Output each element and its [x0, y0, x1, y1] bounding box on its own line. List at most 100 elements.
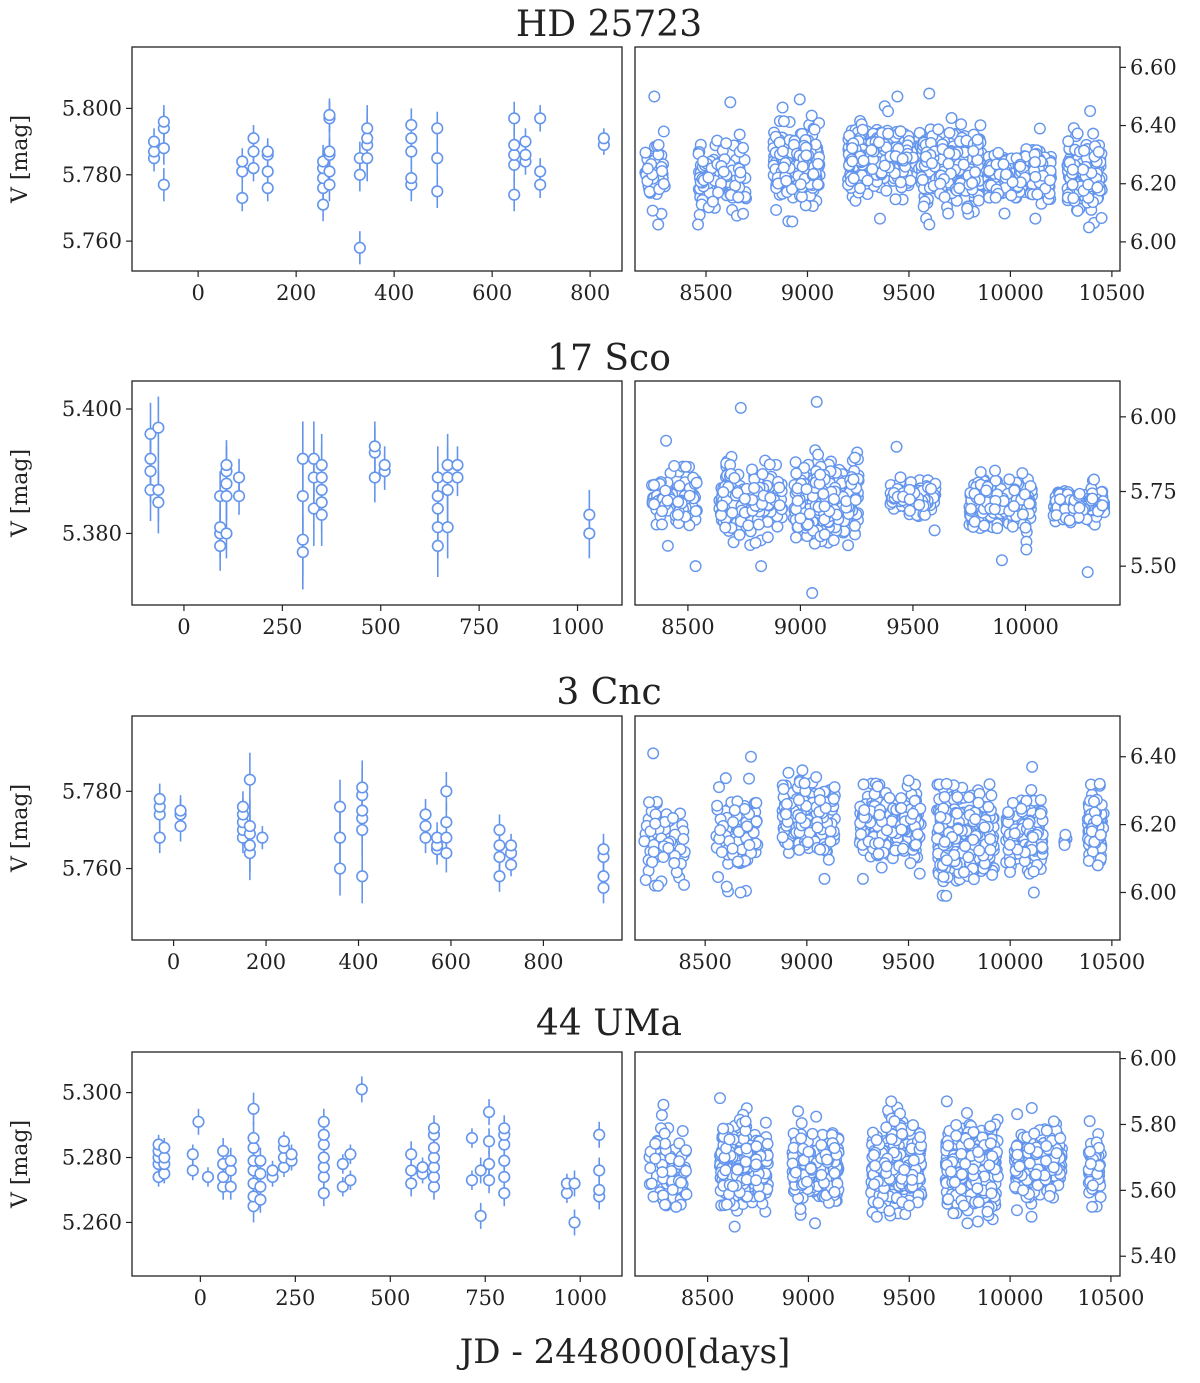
data-point	[649, 817, 662, 830]
data-point	[902, 774, 915, 787]
data-point	[720, 137, 733, 150]
data-point	[508, 158, 521, 171]
data-point	[776, 101, 789, 114]
data-point	[440, 831, 453, 844]
data-point	[737, 207, 750, 220]
data-point	[872, 847, 885, 860]
data-point	[951, 807, 964, 820]
data-point	[405, 145, 418, 158]
data-point	[1029, 170, 1042, 183]
right-y-tick-label: 6.00	[1130, 1047, 1177, 1071]
data-point	[932, 123, 945, 136]
data-point	[746, 463, 759, 476]
data-point	[1019, 521, 1032, 534]
data-point	[1000, 168, 1013, 181]
data-point	[405, 118, 418, 132]
data-point	[1028, 156, 1041, 169]
left-x-tick-label: 500	[370, 1286, 410, 1310]
data-point	[1077, 163, 1090, 176]
data-point	[989, 191, 1002, 204]
data-point	[895, 792, 908, 805]
data-point	[431, 521, 444, 534]
data-point	[323, 145, 336, 158]
data-point	[660, 434, 673, 447]
data-point	[1071, 204, 1084, 217]
data-point	[706, 195, 719, 208]
data-point	[405, 1177, 418, 1190]
data-point	[1036, 841, 1049, 854]
data-point	[247, 1131, 260, 1145]
data-point	[493, 870, 506, 883]
data-point	[878, 159, 891, 172]
data-point	[803, 507, 816, 520]
data-point	[1034, 794, 1047, 807]
data-point	[978, 821, 991, 834]
data-point	[431, 122, 444, 135]
data-point	[498, 1170, 511, 1184]
right-x-tick-label: 10500	[1078, 281, 1145, 305]
right-y-tick-label: 6.00	[1130, 880, 1177, 904]
data-point	[315, 483, 328, 496]
data-point	[982, 800, 995, 813]
data-point	[482, 1174, 496, 1187]
data-point	[649, 1152, 662, 1165]
data-point	[894, 471, 907, 484]
data-point	[659, 1137, 672, 1150]
data-point	[261, 145, 274, 158]
data-point	[983, 778, 996, 791]
data-point	[828, 493, 841, 506]
data-point	[1029, 212, 1042, 225]
data-point	[693, 208, 706, 221]
data-point	[344, 1174, 357, 1187]
data-point	[247, 132, 260, 145]
data-point	[998, 207, 1011, 220]
data-point	[583, 527, 596, 540]
data-point	[652, 218, 665, 231]
left-x-tick-label: 0	[167, 950, 180, 974]
left-x-tick-label: 800	[523, 950, 563, 974]
data-point	[814, 843, 827, 856]
data-point	[672, 495, 685, 508]
right-x-tick-label: 9500	[886, 615, 939, 639]
data-point	[659, 484, 672, 497]
left-x-tick-label: 750	[465, 1286, 505, 1310]
data-point	[882, 105, 895, 118]
data-point	[661, 539, 674, 552]
left-x-tick-label: 600	[472, 281, 512, 305]
data-point	[800, 149, 813, 162]
data-point	[224, 1180, 237, 1193]
data-point	[801, 836, 814, 849]
left-panel-frame	[131, 715, 623, 941]
right-x-tick-label: 8500	[679, 281, 732, 305]
data-point	[1062, 135, 1075, 148]
data-point	[647, 1190, 660, 1203]
right-y-tick-label: 6.40	[1130, 114, 1177, 138]
data-point	[261, 165, 274, 178]
data-point	[940, 854, 953, 867]
data-point	[891, 90, 904, 103]
data-point	[715, 846, 728, 859]
data-point	[777, 115, 790, 128]
data-point	[720, 880, 733, 893]
data-point	[938, 835, 951, 848]
data-point	[1095, 212, 1108, 225]
data-point	[928, 524, 941, 537]
data-point	[186, 1148, 199, 1161]
data-point	[656, 505, 669, 518]
data-point	[666, 812, 679, 825]
data-point	[597, 881, 610, 894]
data-point	[1026, 831, 1039, 844]
data-point	[1092, 145, 1105, 158]
data-point	[750, 796, 763, 809]
data-point	[673, 1155, 686, 1168]
data-point	[356, 781, 369, 794]
right-x-tick-label: 9500	[883, 1286, 936, 1310]
data-point	[416, 1161, 429, 1174]
data-point	[728, 804, 741, 817]
data-point	[934, 177, 947, 190]
data-point	[236, 191, 249, 205]
